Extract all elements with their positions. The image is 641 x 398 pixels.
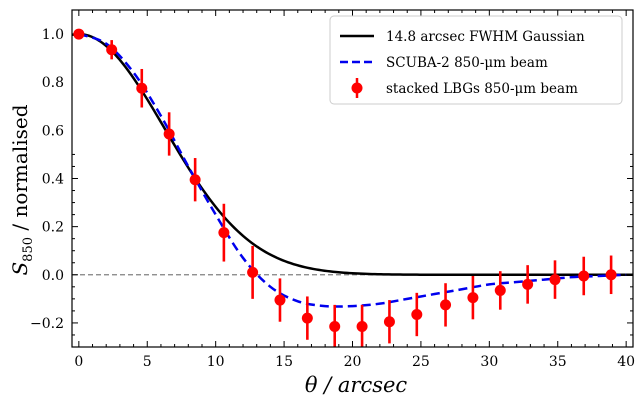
x-tick-label: 20 bbox=[344, 354, 362, 370]
y-tick-label: −0.2 bbox=[30, 316, 64, 332]
lbg-data-point bbox=[383, 316, 395, 328]
x-tick-label: 0 bbox=[74, 354, 83, 370]
y-axis-title-symbol: S bbox=[8, 262, 32, 276]
lbg-data-point bbox=[73, 28, 85, 40]
lbg-data-point bbox=[329, 321, 341, 333]
x-tick-label: 25 bbox=[412, 354, 430, 370]
lbg-data-point bbox=[247, 266, 259, 278]
lbg-data-point bbox=[605, 269, 617, 281]
y-tick-label: 0.6 bbox=[42, 123, 64, 139]
lbg-data-point bbox=[356, 321, 368, 333]
legend: 14.8 arcsec FWHM Gaussian SCUBA-2 850-μm… bbox=[329, 15, 623, 105]
plot-area bbox=[72, 28, 633, 347]
lbg-data-point bbox=[189, 174, 201, 186]
lbg-data-point bbox=[467, 292, 479, 304]
x-axis-ticks: 0 5 10 15 20 25 30 35 40 bbox=[74, 10, 635, 370]
y-axis-title-rest: / normalised bbox=[8, 104, 32, 237]
x-tick-label: 35 bbox=[549, 354, 567, 370]
x-tick-label: 15 bbox=[275, 354, 293, 370]
x-axis-title: θ / arcsec bbox=[305, 373, 408, 397]
y-axis-ticks: −0.2 0.0 0.2 0.4 0.6 0.8 1.0 bbox=[30, 27, 633, 348]
lbg-data-point bbox=[163, 128, 175, 140]
y-tick-label: 0.0 bbox=[42, 268, 64, 284]
legend-label-gaussian: 14.8 arcsec FWHM Gaussian bbox=[386, 29, 585, 45]
scuba2-beam-curve bbox=[78, 32, 627, 308]
plot-data bbox=[72, 28, 633, 347]
lbg-data-point bbox=[578, 270, 590, 282]
y-tick-label: 1.0 bbox=[42, 27, 64, 43]
lbg-data-point bbox=[440, 299, 452, 311]
y-tick-label: 0.8 bbox=[42, 75, 64, 91]
legend-box bbox=[329, 15, 623, 105]
legend-label-lbg: stacked LBGs 850-μm beam bbox=[386, 81, 578, 97]
lbg-data-point bbox=[136, 82, 148, 94]
y-axis-title: S850 / normalised bbox=[8, 104, 36, 275]
x-tick-label: 5 bbox=[143, 354, 152, 370]
x-tick-label: 30 bbox=[480, 354, 498, 370]
lbg-data-point bbox=[274, 294, 286, 306]
lbg-data-point bbox=[411, 309, 423, 321]
y-tick-label: 0.2 bbox=[42, 220, 64, 236]
legend-swatch-lbg-marker bbox=[351, 82, 363, 94]
x-tick-label: 40 bbox=[617, 354, 635, 370]
y-axis-title-subscript: 850 bbox=[21, 237, 36, 262]
lbg-data-point bbox=[106, 44, 118, 56]
lbg-data-point bbox=[522, 278, 534, 290]
legend-label-scuba2: SCUBA-2 850-μm beam bbox=[386, 55, 548, 71]
lbg-data-point bbox=[301, 312, 313, 324]
y-tick-label: 0.4 bbox=[42, 172, 64, 188]
lbg-data-point bbox=[494, 284, 506, 296]
lbg-data-point bbox=[218, 227, 230, 239]
lbg-data-point bbox=[549, 274, 561, 286]
x-tick-label: 10 bbox=[207, 354, 225, 370]
